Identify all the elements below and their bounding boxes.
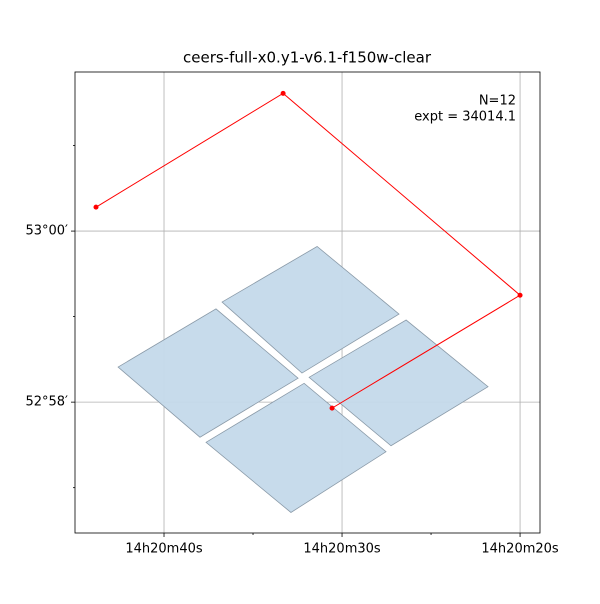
track-point — [329, 405, 335, 411]
x-tick-label: 14h20m40s — [125, 542, 203, 557]
y-tick-label: 52°58′ — [25, 395, 68, 410]
track-point — [517, 292, 523, 298]
x-tick-label: 14h20m30s — [303, 542, 381, 557]
footprint — [308, 319, 489, 447]
y-tick-label: 53°00′ — [25, 224, 68, 239]
track-point — [280, 90, 286, 96]
footprint — [117, 308, 299, 438]
annotation: N=12 — [479, 94, 516, 109]
annotation: expt = 34014.1 — [414, 110, 516, 125]
chart-title: ceers-full-x0.y1-v6.1-f150w-clear — [183, 49, 432, 67]
plot-frame — [74, 71, 541, 534]
track-line — [95, 92, 521, 409]
footprint — [205, 382, 387, 513]
footprint — [221, 245, 400, 374]
x-tick-label: 14h20m20s — [481, 542, 559, 557]
track-point — [93, 204, 99, 210]
